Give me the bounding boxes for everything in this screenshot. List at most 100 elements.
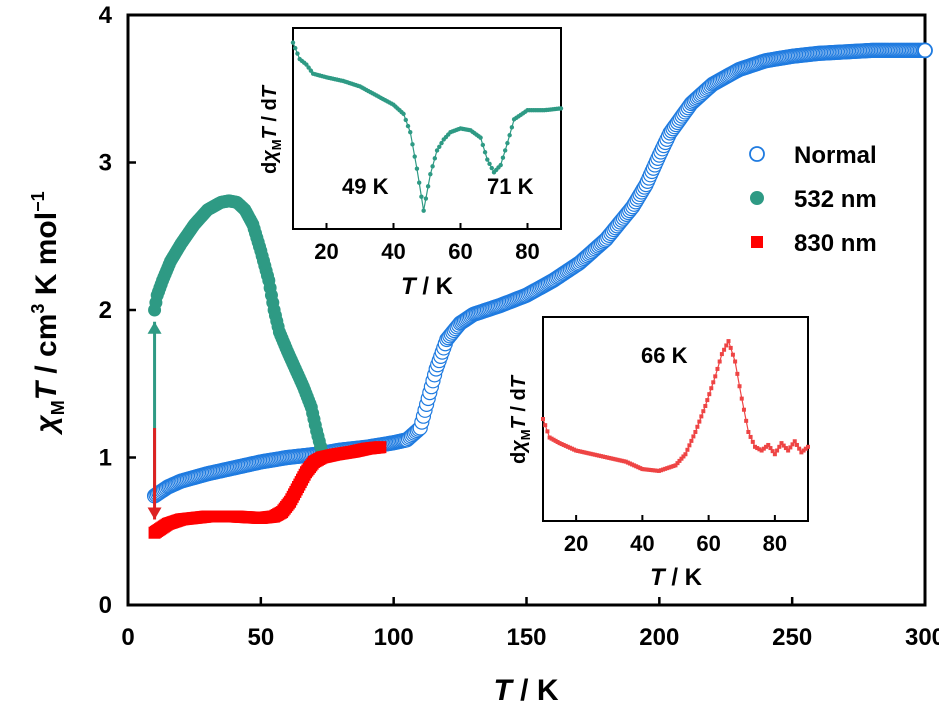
inset-data-point [726,339,731,344]
main-y-tick-label: 3 [99,150,112,177]
inset-data-point [580,449,585,454]
inset-data-point [667,465,672,470]
inset-data-point [777,444,782,449]
inset-data-point [489,165,494,171]
main-series-layer [146,42,933,539]
inset-data-point [482,150,488,155]
inset-830-series [541,339,810,473]
inset-data-point [753,444,757,449]
inset-data-point [788,445,793,450]
inset-data-point [665,466,670,471]
inset-data-point [739,396,744,401]
inset-data-point [757,447,762,452]
inset-data-point [295,51,300,56]
main-axis-ticks: 0 50 100 150 200 250 300 0 1 2 3 4 [99,2,939,651]
main-x-axis-title: T / K [494,674,559,707]
inset-data-point [764,444,769,449]
inset-data-point [498,162,503,168]
inset-data-point [685,447,690,452]
inset-data-point [711,380,716,385]
inset-data-point [582,450,587,455]
inset-data-point [625,460,630,465]
main-y-tick-label: 0 [99,592,112,619]
inset-data-point [783,446,788,451]
inset-data-point [683,452,688,457]
inset-data-point [509,125,515,130]
inset-data-point [801,448,806,453]
inset-data-point [543,423,548,428]
inset-data-point [507,133,512,138]
inset-data-point [558,106,564,111]
inset-data-point [640,467,645,472]
inset-532-frame [292,27,562,230]
inset-data-point [707,392,712,397]
inset-data-point [596,453,601,458]
inset-data-point [701,409,706,414]
legend-label-532: 532 nm [794,186,877,213]
legend-item-830: 830 nm [751,230,877,257]
inset-x-tick-label: 80 [763,531,787,556]
inset-data-point [697,419,702,424]
inset-data-point [724,343,729,348]
inset-data-point [781,443,786,448]
inset-data-point [611,456,616,461]
inset-data-point [410,142,415,147]
inset-data-point [750,439,755,444]
main-x-tick-label: 300 [905,624,939,651]
inset-data-point [759,448,764,453]
inset-data-point [673,463,678,468]
inset-532-axis-ticks: 20 40 60 80 [314,223,540,264]
inset-830-frame [542,316,809,522]
inset-data-point [755,446,760,451]
inset-data-point [638,466,643,471]
arrow-head [147,507,162,520]
inset-data-point [693,429,698,434]
inset-data-point [293,45,298,51]
inset-data-point [576,448,581,453]
inset-data-point [439,140,444,146]
inset-data-point [621,459,626,464]
main-y-axis-title: χMT / cm3 K mol−1 [28,191,68,435]
series-830nm [148,441,387,539]
inset-data-point [671,464,676,469]
inset-data-point [430,164,435,169]
inset-data-point [502,148,508,153]
main-x-tick-label: 0 [121,624,134,651]
inset-data-point [722,347,727,352]
inset-data-point [414,166,420,171]
inset-data-point [598,454,603,459]
inset-532-series [290,40,564,213]
inset-x-tick-label: 60 [696,531,720,556]
inset-data-point [500,155,506,160]
inset-data-point [423,196,429,201]
inset-data-point [428,171,433,177]
inset-532-x-title: T / K [401,273,454,300]
inset-data-point [425,184,431,189]
inset-data-point [642,467,647,472]
inset-data-point [601,454,606,459]
inset-data-point [572,447,577,452]
inset-data-point [770,449,775,454]
inset-data-point [478,135,483,140]
legend-label-normal: Normal [794,142,877,169]
inset-data-point [644,467,649,472]
inset-x-tick-label: 20 [564,531,588,556]
main-x-tick-label: 50 [247,624,274,651]
inset-data-point [592,452,597,457]
main-x-tick-label: 100 [374,624,414,651]
inset-data-point [797,446,802,451]
inset-data-point [603,455,608,460]
data-point [917,42,933,59]
inset-data-point [735,371,740,376]
inset-830-annotation-66k: 66 K [641,343,688,368]
inset-data-point [786,448,791,453]
inset-data-point [799,450,804,455]
inset-data-point [412,154,417,159]
inset-data-point [766,442,771,447]
inset-x-tick-label: 40 [381,239,405,264]
inset-830-axis-ticks: 20 40 60 80 [564,515,787,556]
inset-data-point [715,366,720,371]
arrow-head [147,321,162,334]
inset-data-point [663,466,668,471]
